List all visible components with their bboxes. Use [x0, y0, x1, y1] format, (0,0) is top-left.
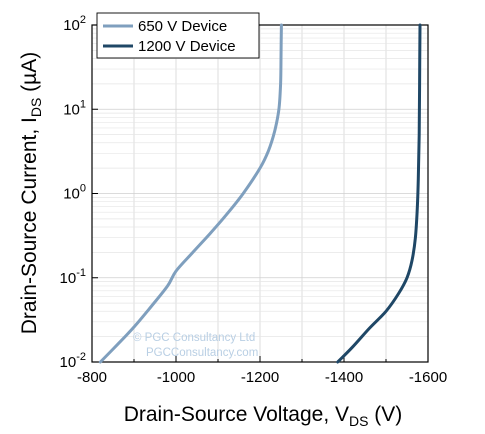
- x-tick-labels: -800 -1000 -1200 -1400 -1600: [77, 369, 447, 386]
- y-tick-label: 10-2: [60, 351, 86, 371]
- legend-label-1200v: 1200 V Device: [138, 38, 236, 55]
- series-line-650v: [98, 23, 283, 364]
- y-tick-label: 10-1: [60, 267, 86, 287]
- series-layer: [98, 23, 422, 364]
- watermark-line-2: PGCConsultancy.com: [146, 347, 258, 359]
- legend-box: [96, 12, 260, 59]
- y-tick-label: 101: [63, 98, 86, 118]
- grid: [92, 25, 428, 362]
- x-tick-label: -1000: [157, 369, 195, 386]
- series-line-1200v: [336, 23, 422, 364]
- y-axis-title: Drain-Source Current, IDS (µA): [18, 52, 44, 334]
- x-axis-title: Drain-Source Voltage, VDS (V): [124, 403, 403, 429]
- legend: 650 V Device 1200 V Device: [96, 12, 260, 59]
- axis-ticks: [91, 24, 429, 363]
- watermark-line-1: © PGC Consultancy Ltd: [133, 332, 255, 344]
- y-tick-label: 100: [63, 183, 86, 203]
- x-tick-label: -1200: [241, 369, 279, 386]
- y-tick-labels: 10-2 10-1 100 101 102: [60, 14, 86, 371]
- x-tick-label: -1400: [325, 369, 363, 386]
- x-tick-label: -1600: [409, 369, 447, 386]
- x-tick-label: -800: [77, 369, 107, 386]
- legend-label-650v: 650 V Device: [138, 18, 227, 35]
- y-tick-label: 102: [63, 14, 86, 34]
- watermark: © PGC Consultancy Ltd PGCConsultancy.com: [133, 332, 258, 359]
